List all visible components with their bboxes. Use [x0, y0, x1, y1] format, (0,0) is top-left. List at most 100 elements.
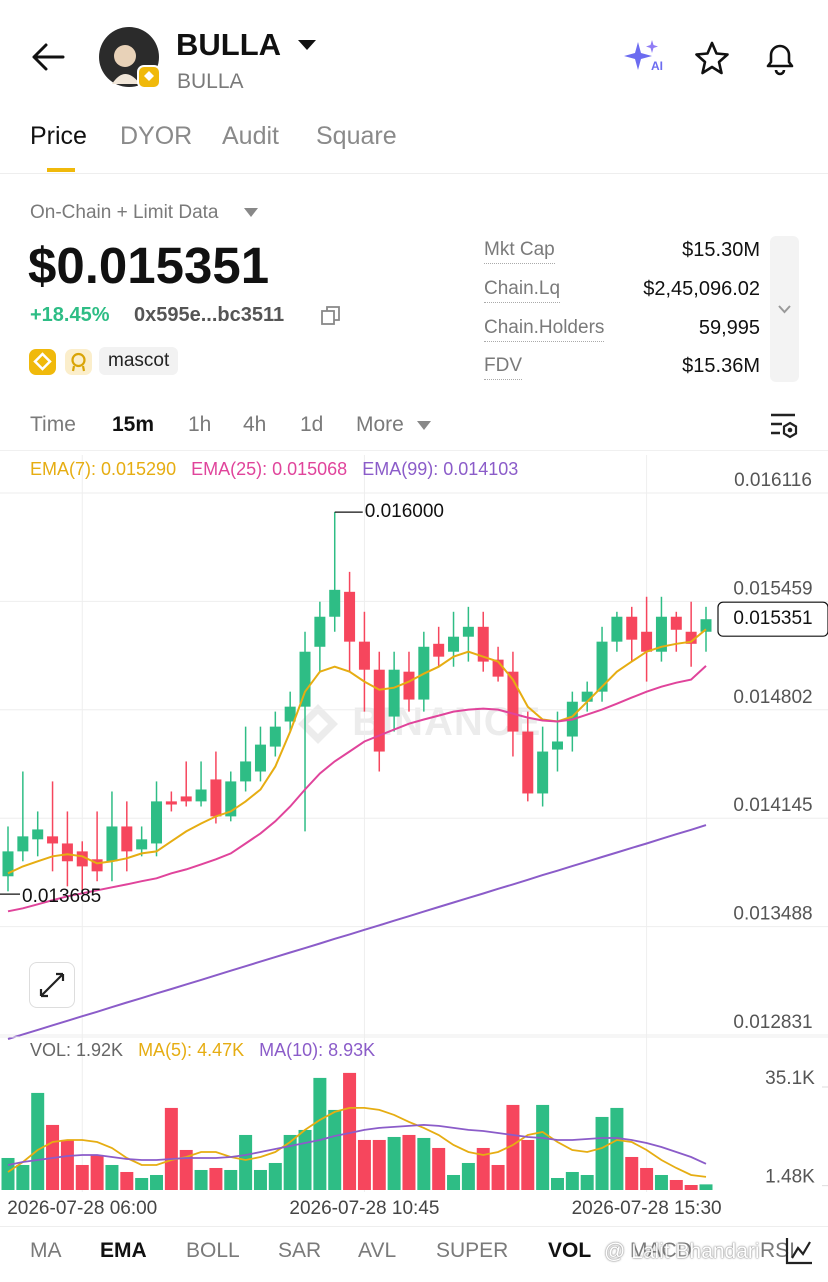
indicator[interactable]: MACD [630, 1239, 692, 1262]
candle-body [32, 829, 44, 840]
alert-button[interactable] [762, 40, 798, 76]
tag-icon [65, 349, 92, 375]
volume-bar [536, 1104, 550, 1190]
token-title[interactable]: BULLA [176, 27, 282, 62]
indicator[interactable]: VOL [548, 1239, 592, 1262]
ema-line [7, 628, 707, 875]
volume-bar [387, 1136, 401, 1190]
interval[interactable]: 4h [243, 413, 267, 436]
chart-settings[interactable] [768, 410, 800, 440]
candle-body [254, 744, 266, 772]
candle-body [151, 801, 163, 844]
indicator[interactable]: BOLL [186, 1239, 240, 1262]
more-dropdown[interactable] [416, 420, 432, 431]
tab[interactable]: Price [30, 122, 87, 150]
stats-expand[interactable] [770, 236, 799, 382]
volume-bar [550, 1177, 564, 1190]
candle-body [626, 616, 638, 640]
candle-body [655, 616, 667, 652]
indicator[interactable]: AVL [358, 1239, 397, 1262]
volume-bar [328, 1109, 342, 1190]
fullscreen-icon [39, 972, 65, 998]
source-dropdown[interactable] [243, 207, 259, 218]
price-change: +18.45% [30, 304, 110, 326]
volume-bar [447, 1174, 461, 1190]
stat-label: Mkt Cap [484, 239, 555, 264]
y-tick-label: 0.015459 [733, 578, 812, 599]
last-price-label: 0.015351 [733, 608, 812, 629]
candle-body [700, 619, 712, 632]
volume-bar [239, 1134, 253, 1190]
y-tick-label: 0.013488 [733, 904, 812, 925]
indicator[interactable]: SAR [278, 1239, 322, 1262]
volume-bar [625, 1156, 639, 1190]
volume-bar [298, 1129, 312, 1190]
divider [0, 1226, 828, 1227]
volume-bar [150, 1174, 164, 1190]
favorite-button[interactable] [694, 41, 730, 75]
interval[interactable]: More [356, 413, 404, 436]
candle-body [314, 616, 326, 647]
tab[interactable]: Audit [222, 122, 279, 150]
volume-bar [417, 1137, 431, 1190]
volume-bar [595, 1116, 609, 1190]
credit-watermark: @ Lalit Bhandari [604, 1240, 760, 1263]
volume-bar [640, 1167, 654, 1190]
candle-body [373, 669, 385, 752]
data-source[interactable]: On-Chain + Limit Data [30, 202, 219, 223]
interval[interactable]: 15m [112, 413, 155, 436]
candle-body [581, 691, 593, 702]
ai-button[interactable]: AI [624, 40, 664, 76]
fullscreen-button[interactable] [29, 962, 75, 1008]
stat-label: Chain.Holders [484, 317, 605, 342]
tab[interactable]: Square [316, 122, 397, 150]
candle-body [596, 641, 608, 692]
x-tick-label: 2026-07-28 06:00 [7, 1198, 157, 1219]
volume-bar [31, 1092, 45, 1190]
volume-bar [343, 1072, 357, 1190]
copy-button[interactable] [320, 305, 342, 327]
volume-bar [521, 1139, 535, 1190]
interval[interactable]: Time [30, 413, 76, 436]
volume-bar [372, 1139, 386, 1190]
candle-body [685, 631, 697, 644]
divider [0, 450, 828, 451]
y-tick-label: 0.016116 [734, 470, 812, 491]
current-price: $0.015351 [28, 237, 270, 294]
candle-body [537, 751, 549, 794]
x-tick-label: 2026-07-28 10:45 [289, 1198, 439, 1219]
legend-entry: MA(5): 4.47K [138, 1040, 244, 1060]
indicator-settings[interactable] [784, 1236, 814, 1266]
tag[interactable]: mascot [99, 347, 179, 375]
candle-body [240, 761, 252, 782]
interval[interactable]: 1h [188, 413, 212, 436]
legend-entry: MA(10): 8.93K [259, 1040, 375, 1060]
indicator[interactable]: EMA [100, 1239, 147, 1262]
chevron [778, 305, 791, 314]
indicator[interactable]: MA [30, 1239, 62, 1262]
volume-bar [654, 1174, 668, 1190]
candle-body [433, 643, 445, 657]
volume-bar [610, 1107, 624, 1190]
dropdown-arrow[interactable] [296, 38, 318, 52]
candle-body [611, 616, 623, 642]
volume-bar [283, 1134, 297, 1190]
back-button[interactable] [30, 40, 66, 74]
candle-body [492, 659, 504, 677]
interval[interactable]: 1d [300, 413, 324, 436]
volume-bar [209, 1167, 223, 1190]
candle-body [136, 839, 148, 850]
candle-body [299, 651, 311, 707]
candle-body [551, 741, 563, 750]
y-tick-label: 0.012831 [733, 1012, 812, 1033]
tab[interactable]: DYOR [120, 122, 193, 150]
volume-bar [224, 1169, 238, 1190]
candle-body [210, 779, 222, 817]
volume-bar [402, 1134, 416, 1190]
indicator[interactable]: SUPER [436, 1239, 509, 1262]
candle-body [462, 626, 474, 637]
candle-body [106, 826, 118, 862]
candle-body [17, 836, 29, 852]
